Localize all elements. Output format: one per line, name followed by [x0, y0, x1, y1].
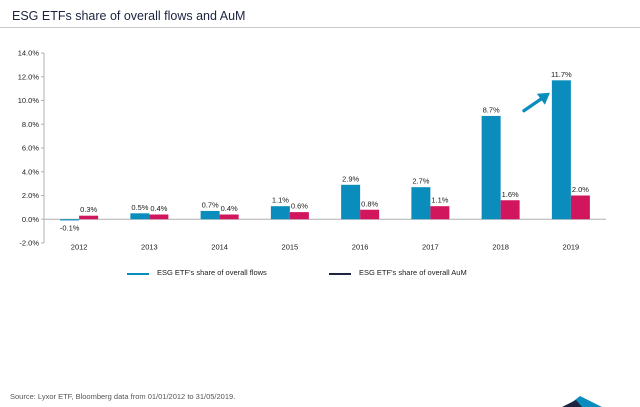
- brand-logo-icon: [562, 396, 602, 407]
- data-label-flows: 0.7%: [202, 200, 219, 209]
- data-label-flows: 11.7%: [551, 70, 572, 79]
- bar-flows: [60, 219, 80, 221]
- bar-chart: -2.0% 0.0% 2.0% 4.0% 6.0% 8.0% 10.0% 12.0% 14.0%…: [18, 49, 606, 251]
- data-label-aum: 0.6%: [291, 202, 308, 211]
- y-tick-label: 8.0%: [22, 120, 39, 129]
- bar-flows: [341, 184, 361, 220]
- data-label-aum: 0.4%: [150, 204, 167, 213]
- chart-title: ESG ETFs share of overall flows and AuM: [12, 9, 246, 23]
- legend-swatch-aum: [329, 273, 351, 275]
- bar-aum: [500, 200, 520, 220]
- y-tick-label: -2.0%: [19, 239, 39, 248]
- y-tick-label: 10.0%: [18, 96, 40, 105]
- x-tick-label: 2013: [141, 242, 158, 251]
- y-tick-label: 6.0%: [22, 144, 39, 153]
- x-tick-label: 2012: [71, 242, 88, 251]
- data-label-aum: 2.0%: [572, 185, 589, 194]
- x-tick-label: 2014: [211, 242, 228, 251]
- data-label-flows: -0.1%: [60, 223, 80, 232]
- x-tick-label: 2016: [352, 242, 369, 251]
- bar-aum: [570, 195, 590, 220]
- x-tick-label: 2017: [422, 242, 439, 251]
- trend-arrow-shaft: [522, 96, 545, 113]
- bar-flows: [130, 213, 150, 220]
- legend-swatch-flows: [127, 273, 149, 275]
- title-divider: [0, 27, 640, 28]
- data-label-flows: 0.5%: [131, 203, 148, 212]
- data-label-aum: 1.1%: [431, 196, 448, 205]
- x-tick-label: 2019: [563, 242, 580, 251]
- y-tick-label: 2.0%: [22, 191, 39, 200]
- data-label-flows: 1.1%: [272, 196, 289, 205]
- y-axis: -2.0% 0.0% 2.0% 4.0% 6.0% 8.0% 10.0% 12.0% 14.0%: [18, 49, 45, 248]
- source-note: Source: Lyxor ETF, Bloomberg data from 0…: [10, 392, 236, 401]
- trend-arrow-head: [536, 92, 550, 105]
- bar-flows: [270, 206, 290, 220]
- data-label-flows: 2.7%: [412, 177, 429, 186]
- data-label-flows: 2.9%: [342, 174, 359, 183]
- data-label-aum: 0.3%: [80, 205, 97, 214]
- data-labels: -0.1%0.3% 0.5% 0.4% 0.7% 0.4%1.1%0.6%2.9%0.8…: [60, 70, 589, 233]
- data-label-aum: 0.8%: [361, 199, 378, 208]
- data-label-flows: 8.7%: [483, 105, 500, 114]
- bar-flows: [481, 115, 501, 220]
- bar-flows: [200, 210, 220, 220]
- x-tick-label: 2018: [492, 242, 509, 251]
- bar-flows: [411, 187, 431, 220]
- bar-aum: [360, 209, 380, 220]
- bar-aum: [289, 212, 309, 220]
- legend-label-flows: ESG ETF's share of overall flows: [157, 268, 267, 277]
- bar-flows: [551, 80, 571, 220]
- y-tick-label: 4.0%: [22, 167, 39, 176]
- data-label-aum: 1.6%: [502, 190, 519, 199]
- bar-aum: [219, 214, 239, 220]
- trend-arrow-icon: [522, 92, 550, 113]
- bar-aum: [430, 206, 450, 220]
- bar-aum: [149, 214, 169, 220]
- y-tick-label: 12.0%: [18, 72, 40, 81]
- y-tick-label: 0.0%: [22, 215, 39, 224]
- bars: [60, 80, 590, 221]
- bar-aum: [79, 215, 99, 220]
- data-label-aum: 0.4%: [221, 204, 238, 213]
- x-tick-label: 2015: [282, 242, 299, 251]
- y-tick-label: 14.0%: [18, 49, 40, 58]
- x-axis: 2012 2013 2014 2015 2016 2017 2018 2019: [44, 218, 606, 251]
- legend-label-aum: ESG ETF's share of overall AuM: [359, 268, 467, 277]
